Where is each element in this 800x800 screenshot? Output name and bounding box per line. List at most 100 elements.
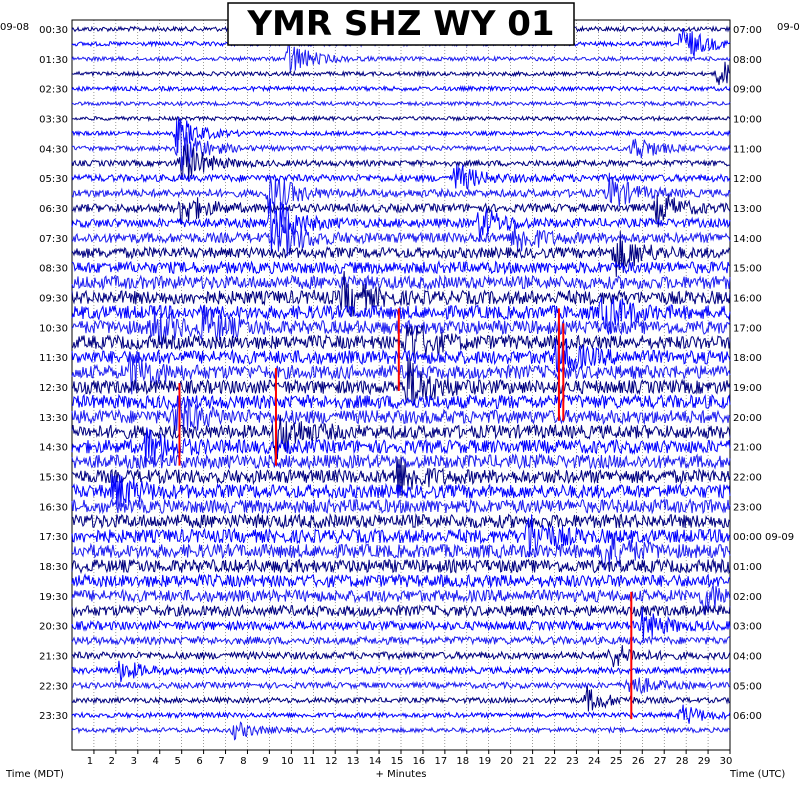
left-time-tick-label: 12:30 [39, 383, 68, 394]
right-time-tick-label: 19:00 [733, 383, 762, 394]
minute-tick-label: 21 [522, 756, 535, 767]
trace-row [71, 121, 731, 171]
trace-row [71, 324, 731, 359]
x-axis-label: + Minutes [376, 769, 427, 780]
minute-tick-label: 20 [500, 756, 513, 767]
left-time-tick-label: 21:30 [39, 652, 68, 663]
right-time-tick-label: 08:00 [733, 55, 762, 66]
trace-row [71, 393, 731, 435]
trace-row [71, 512, 731, 530]
right-time-tick-label: 20:00 [733, 413, 762, 424]
left-time-tick-label: 16:30 [39, 502, 68, 513]
trace-row [71, 645, 731, 668]
minute-tick-label: 4 [153, 756, 159, 767]
trace-row [71, 274, 731, 291]
trace-row [71, 532, 731, 571]
minute-tick-label: 30 [720, 756, 733, 767]
left-time-tick-label: 22:30 [39, 681, 68, 692]
minute-tick-label: 29 [698, 756, 711, 767]
trace-row [71, 704, 731, 724]
left-time-tick-label: 23:30 [39, 711, 68, 722]
trace-row [71, 660, 731, 682]
right-time-tick-label: 04:00 [733, 652, 762, 663]
minute-tick-label: 14 [369, 756, 382, 767]
left-time-tick-label: 01:30 [39, 55, 68, 66]
left-time-tick-label: 20:30 [39, 622, 68, 633]
left-time-tick-label: 14:30 [39, 443, 68, 454]
left-time-tick-label: 19:30 [39, 592, 68, 603]
left-time-tick-label: 09:30 [39, 294, 68, 305]
minute-tick-label: 23 [566, 756, 579, 767]
trace-row [71, 721, 731, 741]
trace-row [71, 357, 731, 406]
trace-row [71, 100, 731, 108]
right-time-tick-label: 15:00 [733, 264, 762, 275]
trace-row [71, 144, 731, 181]
minute-tick-label: 1 [87, 756, 93, 767]
left-time-tick-label: 13:30 [39, 413, 68, 424]
minute-tick-label: 8 [240, 756, 246, 767]
trace-row [71, 514, 731, 558]
right-time-tick-label: 11:00 [733, 144, 762, 155]
trace-row [71, 585, 731, 615]
minute-tick-label: 2 [109, 756, 115, 767]
minute-tick-label: 25 [610, 756, 623, 767]
minute-tick-label: 16 [413, 756, 426, 767]
left-axis-label: Time (MDT) [5, 769, 64, 780]
left-time-tick-label: 11:30 [39, 353, 68, 364]
left-time-tick-label: 06:30 [39, 204, 68, 215]
right-time-axis: 07:00 08:00 09:00 10:00 11:00 12:00 13:00 14:00… [733, 25, 794, 722]
left-time-tick-label: 05:30 [39, 174, 68, 185]
trace-row [71, 116, 731, 153]
trace-row [71, 686, 731, 712]
trace-row [71, 231, 731, 277]
trace-row [71, 114, 731, 123]
right-date-label-top: 09-0 [777, 22, 800, 33]
right-time-tick-label: 12:00 [733, 174, 762, 185]
minute-tick-label: 27 [654, 756, 667, 767]
left-time-tick-label: 10:30 [39, 323, 68, 334]
right-time-tick-label: 10:00 [733, 115, 762, 126]
trace-row [71, 61, 731, 86]
trace-row [71, 393, 731, 411]
minute-tick-label: 9 [262, 756, 268, 767]
left-time-tick-label: 08:30 [39, 264, 68, 275]
right-time-tick-label: 21:00 [733, 443, 762, 454]
right-time-tick-label: 14:00 [733, 234, 762, 245]
trace-row [71, 198, 731, 254]
right-time-tick-label: 22:00 [733, 473, 762, 484]
minutes-axis: 1 2 3 4 5 6 7 8 9 10 11 12 13 14 15 16 17 18 19 20 21 22 23 24 2… [87, 750, 733, 767]
right-time-tick-label: 18:00 [733, 353, 762, 364]
trace-row [71, 456, 731, 497]
right-time-tick-label: 01:00 [733, 562, 762, 573]
right-time-tick-label: 02:00 [733, 592, 762, 603]
trace-row [71, 172, 731, 214]
trace-row [71, 43, 731, 72]
trace-row [71, 304, 731, 345]
right-time-tick-label: 05:00 [733, 681, 762, 692]
minute-tick-label: 7 [218, 756, 224, 767]
left-time-tick-label: 03:30 [39, 115, 68, 126]
minute-tick-label: 24 [588, 756, 601, 767]
trace-row [71, 297, 731, 336]
minute-tick-label: 5 [174, 756, 180, 767]
trace-row [71, 557, 731, 575]
title-box [227, 2, 575, 46]
minute-tick-label: 6 [196, 756, 202, 767]
minute-tick-label: 17 [434, 756, 447, 767]
trace-row [71, 350, 731, 395]
left-time-tick-label: 17:30 [39, 532, 68, 543]
trace-row [71, 497, 731, 515]
trace-row [71, 677, 731, 695]
left-time-tick-label: 15:30 [39, 473, 68, 484]
minute-tick-label: 10 [281, 756, 294, 767]
minute-tick-label: 18 [456, 756, 469, 767]
left-time-tick-label: 04:30 [39, 144, 68, 155]
minute-tick-label: 3 [131, 756, 137, 767]
minute-tick-label: 26 [632, 756, 645, 767]
left-time-tick-label: 00:30 [39, 25, 68, 36]
right-time-tick-label: 13:00 [733, 204, 762, 215]
left-time-axis: 00:30 01:30 02:30 03:30 04:30 05:30 06:30 07:30… [39, 25, 68, 722]
right-time-tick-label: 00:00 09-09 [733, 532, 794, 543]
